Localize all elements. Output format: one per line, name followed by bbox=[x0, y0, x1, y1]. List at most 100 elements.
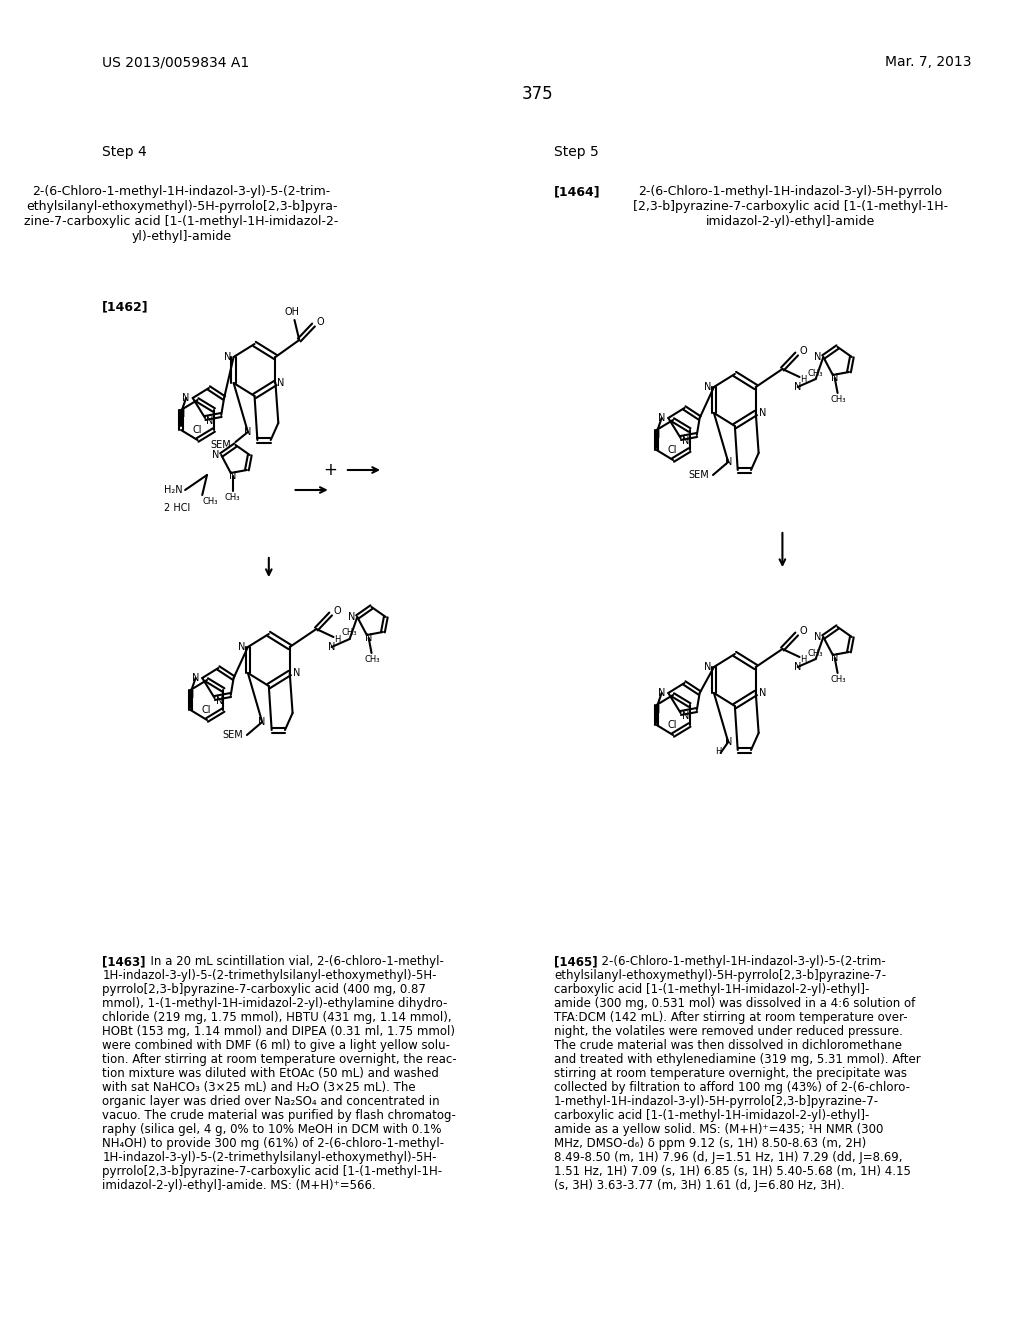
Text: [1463]: [1463] bbox=[102, 954, 145, 968]
Text: 2 HCl: 2 HCl bbox=[164, 503, 190, 513]
Text: were combined with DMF (6 ml) to give a light yellow solu-: were combined with DMF (6 ml) to give a … bbox=[102, 1039, 451, 1052]
Text: N: N bbox=[653, 430, 660, 440]
Text: Mar. 7, 2013: Mar. 7, 2013 bbox=[885, 55, 972, 69]
Text: N: N bbox=[703, 381, 711, 392]
Text: OH: OH bbox=[284, 308, 299, 317]
Text: H: H bbox=[716, 747, 722, 755]
Text: H₂N: H₂N bbox=[164, 484, 183, 495]
Text: N: N bbox=[658, 688, 666, 698]
Text: In a 20 mL scintillation vial, 2-(6-chloro-1-methyl-: In a 20 mL scintillation vial, 2-(6-chlo… bbox=[143, 954, 444, 968]
Text: N: N bbox=[682, 711, 689, 721]
Text: [1464]: [1464] bbox=[554, 185, 601, 198]
Text: 1-methyl-1H-indazol-3-yl)-5H-pyrrolo[2,3-b]pyrazine-7-: 1-methyl-1H-indazol-3-yl)-5H-pyrrolo[2,3… bbox=[554, 1096, 880, 1107]
Text: N: N bbox=[216, 696, 223, 706]
Text: pyrrolo[2,3-b]pyrazine-7-carboxylic acid [1-(1-methyl-1H-: pyrrolo[2,3-b]pyrazine-7-carboxylic acid… bbox=[102, 1166, 442, 1177]
Text: O: O bbox=[800, 346, 807, 356]
Text: TFA:DCM (142 mL). After stirring at room temperature over-: TFA:DCM (142 mL). After stirring at room… bbox=[554, 1011, 907, 1024]
Text: N: N bbox=[658, 413, 666, 422]
Text: 1H-indazol-3-yl)-5-(2-trimethylsilanyl-ethoxymethyl)-5H-: 1H-indazol-3-yl)-5-(2-trimethylsilanyl-e… bbox=[102, 969, 437, 982]
Text: N: N bbox=[229, 471, 237, 480]
Text: CH₃: CH₃ bbox=[830, 395, 846, 404]
Text: night, the volatiles were removed under reduced pressure.: night, the volatiles were removed under … bbox=[554, 1026, 903, 1038]
Text: Cl: Cl bbox=[193, 425, 202, 436]
Text: N: N bbox=[703, 663, 711, 672]
Text: CH₃: CH₃ bbox=[808, 648, 823, 657]
Text: CH₃: CH₃ bbox=[365, 655, 380, 664]
Text: CH₃: CH₃ bbox=[830, 675, 846, 684]
Text: N: N bbox=[814, 632, 821, 642]
Text: HOBt (153 mg, 1.14 mmol) and DIPEA (0.31 ml, 1.75 mmol): HOBt (153 mg, 1.14 mmol) and DIPEA (0.31… bbox=[102, 1026, 456, 1038]
Text: SEM: SEM bbox=[222, 730, 243, 741]
Text: N: N bbox=[725, 737, 732, 747]
Text: Step 5: Step 5 bbox=[554, 145, 599, 158]
Text: 375: 375 bbox=[521, 84, 553, 103]
Text: H: H bbox=[800, 655, 807, 664]
Text: N: N bbox=[278, 378, 285, 388]
Text: mmol), 1-(1-methyl-1H-imidazol-2-yl)-ethylamine dihydro-: mmol), 1-(1-methyl-1H-imidazol-2-yl)-eth… bbox=[102, 997, 447, 1010]
Text: [1465]: [1465] bbox=[554, 954, 598, 968]
Text: O: O bbox=[316, 317, 324, 327]
Text: The crude material was then dissolved in dichloromethane: The crude material was then dissolved in… bbox=[554, 1039, 902, 1052]
Text: N: N bbox=[348, 612, 355, 622]
Text: N: N bbox=[831, 374, 839, 383]
Text: N: N bbox=[759, 408, 766, 418]
Text: Cl: Cl bbox=[668, 719, 678, 730]
Text: Cl: Cl bbox=[668, 445, 678, 455]
Text: N: N bbox=[759, 688, 766, 698]
Text: +: + bbox=[324, 461, 338, 479]
Text: carboxylic acid [1-(1-methyl-1H-imidazol-2-yl)-ethyl]-: carboxylic acid [1-(1-methyl-1H-imidazol… bbox=[554, 1109, 869, 1122]
Text: N: N bbox=[177, 409, 185, 418]
Text: N: N bbox=[725, 457, 732, 467]
Text: H: H bbox=[334, 635, 340, 644]
Text: vacuo. The crude material was purified by flash chromatog-: vacuo. The crude material was purified b… bbox=[102, 1109, 457, 1122]
Text: N: N bbox=[814, 352, 821, 362]
Text: N: N bbox=[191, 673, 200, 682]
Text: amide (300 mg, 0.531 mol) was dissolved in a 4:6 solution of: amide (300 mg, 0.531 mol) was dissolved … bbox=[554, 997, 915, 1010]
Text: N: N bbox=[794, 663, 802, 672]
Text: N: N bbox=[794, 381, 802, 392]
Text: N: N bbox=[293, 668, 300, 678]
Text: 1H-indazol-3-yl)-5-(2-trimethylsilanyl-ethoxymethyl)-5H-: 1H-indazol-3-yl)-5-(2-trimethylsilanyl-e… bbox=[102, 1151, 437, 1164]
Text: H: H bbox=[800, 375, 807, 384]
Text: 8.49-8.50 (m, 1H) 7.96 (d, J=1.51 Hz, 1H) 7.29 (dd, J=8.69,: 8.49-8.50 (m, 1H) 7.96 (d, J=1.51 Hz, 1H… bbox=[554, 1151, 902, 1164]
Text: amide as a yellow solid. MS: (M+H)⁺=435; ¹H NMR (300: amide as a yellow solid. MS: (M+H)⁺=435;… bbox=[554, 1123, 884, 1137]
Text: N: N bbox=[831, 653, 839, 663]
Text: N: N bbox=[182, 393, 189, 403]
Text: N: N bbox=[206, 416, 214, 426]
Text: CH₃: CH₃ bbox=[342, 628, 357, 638]
Text: O: O bbox=[800, 626, 807, 636]
Text: SEM: SEM bbox=[210, 440, 230, 450]
Text: 2-(6-Chloro-1-methyl-1H-indazol-3-yl)-5-(2-trim-: 2-(6-Chloro-1-methyl-1H-indazol-3-yl)-5-… bbox=[594, 954, 886, 968]
Text: and treated with ethylenediamine (319 mg, 5.31 mmol). After: and treated with ethylenediamine (319 mg… bbox=[554, 1053, 921, 1067]
Text: chloride (219 mg, 1.75 mmol), HBTU (431 mg, 1.14 mmol),: chloride (219 mg, 1.75 mmol), HBTU (431 … bbox=[102, 1011, 452, 1024]
Text: N: N bbox=[224, 352, 231, 362]
Text: N: N bbox=[682, 436, 689, 446]
Text: ethylsilanyl-ethoxymethyl)-5H-pyrrolo[2,3-b]pyrazine-7-: ethylsilanyl-ethoxymethyl)-5H-pyrrolo[2,… bbox=[554, 969, 886, 982]
Text: Step 4: Step 4 bbox=[102, 145, 147, 158]
Text: collected by filtration to afford 100 mg (43%) of 2-(6-chloro-: collected by filtration to afford 100 mg… bbox=[554, 1081, 910, 1094]
Text: with sat NaHCO₃ (3×25 mL) and H₂O (3×25 mL). The: with sat NaHCO₃ (3×25 mL) and H₂O (3×25 … bbox=[102, 1081, 416, 1094]
Text: N: N bbox=[365, 634, 373, 643]
Text: organic layer was dried over Na₂SO₄ and concentrated in: organic layer was dried over Na₂SO₄ and … bbox=[102, 1096, 440, 1107]
Text: O: O bbox=[334, 606, 341, 616]
Text: NH₄OH) to provide 300 mg (61%) of 2-(6-chloro-1-methyl-: NH₄OH) to provide 300 mg (61%) of 2-(6-c… bbox=[102, 1137, 444, 1150]
Text: N: N bbox=[258, 717, 266, 727]
Text: imidazol-2-yl)-ethyl]-amide. MS: (M+H)⁺=566.: imidazol-2-yl)-ethyl]-amide. MS: (M+H)⁺=… bbox=[102, 1179, 376, 1192]
Text: CH₃: CH₃ bbox=[202, 498, 218, 507]
Text: raphy (silica gel, 4 g, 0% to 10% MeOH in DCM with 0.1%: raphy (silica gel, 4 g, 0% to 10% MeOH i… bbox=[102, 1123, 442, 1137]
Text: N: N bbox=[653, 705, 660, 715]
Text: 2-(6-Chloro-1-methyl-1H-indazol-3-yl)-5H-pyrrolo
[2,3-b]pyrazine-7-carboxylic ac: 2-(6-Chloro-1-methyl-1H-indazol-3-yl)-5H… bbox=[633, 185, 948, 228]
Text: N: N bbox=[328, 642, 335, 652]
Text: MHz, DMSO-d₆) δ ppm 9.12 (s, 1H) 8.50-8.63 (m, 2H): MHz, DMSO-d₆) δ ppm 9.12 (s, 1H) 8.50-8.… bbox=[554, 1137, 866, 1150]
Text: N: N bbox=[212, 450, 219, 459]
Text: SEM: SEM bbox=[688, 470, 710, 480]
Text: CH₃: CH₃ bbox=[808, 368, 823, 378]
Text: 2-(6-Chloro-1-methyl-1H-indazol-3-yl)-5-(2-trim-
ethylsilanyl-ethoxymethyl)-5H-p: 2-(6-Chloro-1-methyl-1H-indazol-3-yl)-5-… bbox=[25, 185, 339, 243]
Text: N: N bbox=[244, 426, 252, 437]
Text: tion mixture was diluted with EtOAc (50 mL) and washed: tion mixture was diluted with EtOAc (50 … bbox=[102, 1067, 439, 1080]
Text: N: N bbox=[238, 642, 245, 652]
Text: tion. After stirring at room temperature overnight, the reac-: tion. After stirring at room temperature… bbox=[102, 1053, 457, 1067]
Text: CH₃: CH₃ bbox=[225, 494, 241, 503]
Text: (s, 3H) 3.63-3.77 (m, 3H) 1.61 (d, J=6.80 Hz, 3H).: (s, 3H) 3.63-3.77 (m, 3H) 1.61 (d, J=6.8… bbox=[554, 1179, 845, 1192]
Text: stirring at room temperature overnight, the precipitate was: stirring at room temperature overnight, … bbox=[554, 1067, 907, 1080]
